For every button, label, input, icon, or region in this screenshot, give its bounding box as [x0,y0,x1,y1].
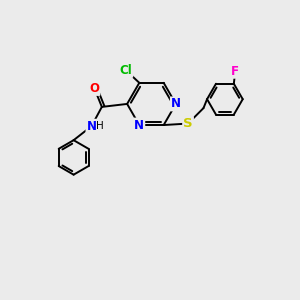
Text: H: H [96,121,103,131]
Text: N: N [134,118,144,131]
Text: O: O [89,82,99,95]
Text: F: F [231,65,239,78]
Text: N: N [86,120,96,133]
Text: S: S [183,117,193,130]
Text: N: N [171,98,181,110]
Text: Cl: Cl [119,64,132,77]
